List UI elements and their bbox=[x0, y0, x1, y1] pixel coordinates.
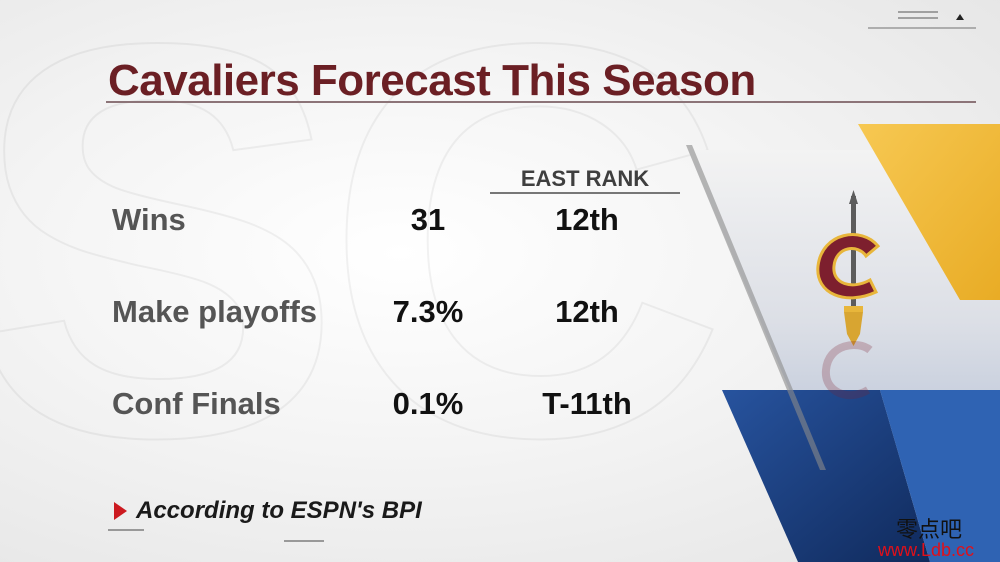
footnote-source: According to ESPN's BPI bbox=[136, 497, 422, 524]
row-label-wins: Wins bbox=[112, 202, 186, 237]
footnote-arrow-icon bbox=[114, 502, 127, 520]
watermark-url: www.Ldb.cc bbox=[878, 540, 975, 560]
row-value-wins: 31 bbox=[410, 202, 446, 237]
watermark-chinese: 零点吧 bbox=[896, 518, 963, 543]
row-label-make-playoffs: Make playoffs bbox=[112, 294, 318, 329]
column-header-divider bbox=[490, 192, 680, 194]
corner-decoration bbox=[868, 11, 976, 29]
title-divider bbox=[106, 101, 976, 103]
row-value-make-playoffs: 7.3% bbox=[392, 294, 464, 329]
cavaliers-logo-icon bbox=[816, 190, 881, 400]
footnote-divider bbox=[108, 529, 144, 531]
page-title: Cavaliers Forecast This Season bbox=[108, 56, 756, 105]
row-rank-conf-finals: T-11th bbox=[542, 386, 632, 421]
background-ghost-lettering: SC bbox=[0, 0, 729, 553]
footnote-divider-small bbox=[284, 540, 324, 542]
column-header-east-rank: EAST RANK bbox=[520, 166, 650, 191]
row-value-conf-finals: 0.1% bbox=[392, 386, 464, 421]
row-label-conf-finals: Conf Finals bbox=[112, 386, 281, 421]
row-rank-make-playoffs: 12th bbox=[555, 294, 619, 329]
row-rank-wins: 12th bbox=[555, 202, 619, 237]
